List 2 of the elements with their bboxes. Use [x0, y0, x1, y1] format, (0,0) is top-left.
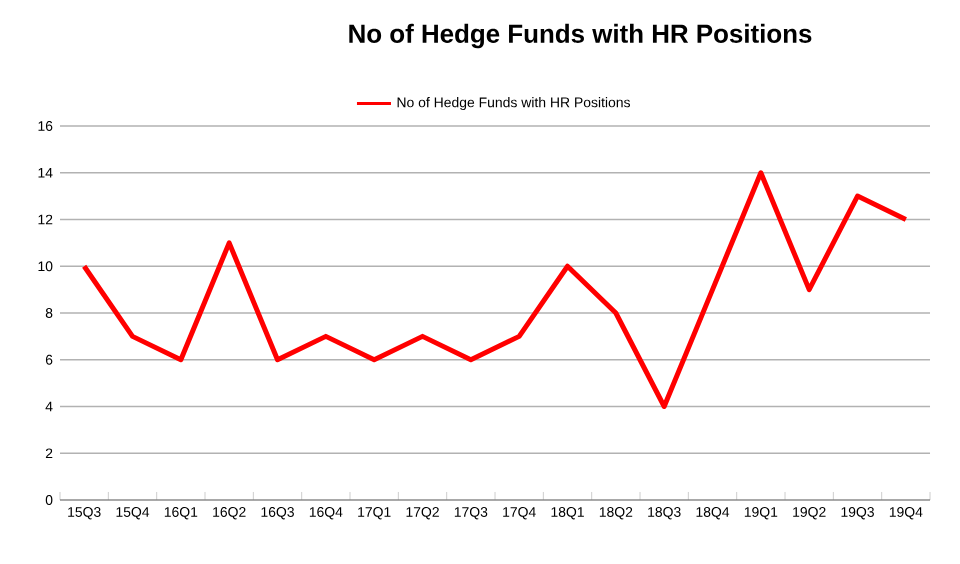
line-series	[81, 170, 909, 409]
chart-title: No of Hedge Funds with HR Positions	[349, 23, 812, 49]
